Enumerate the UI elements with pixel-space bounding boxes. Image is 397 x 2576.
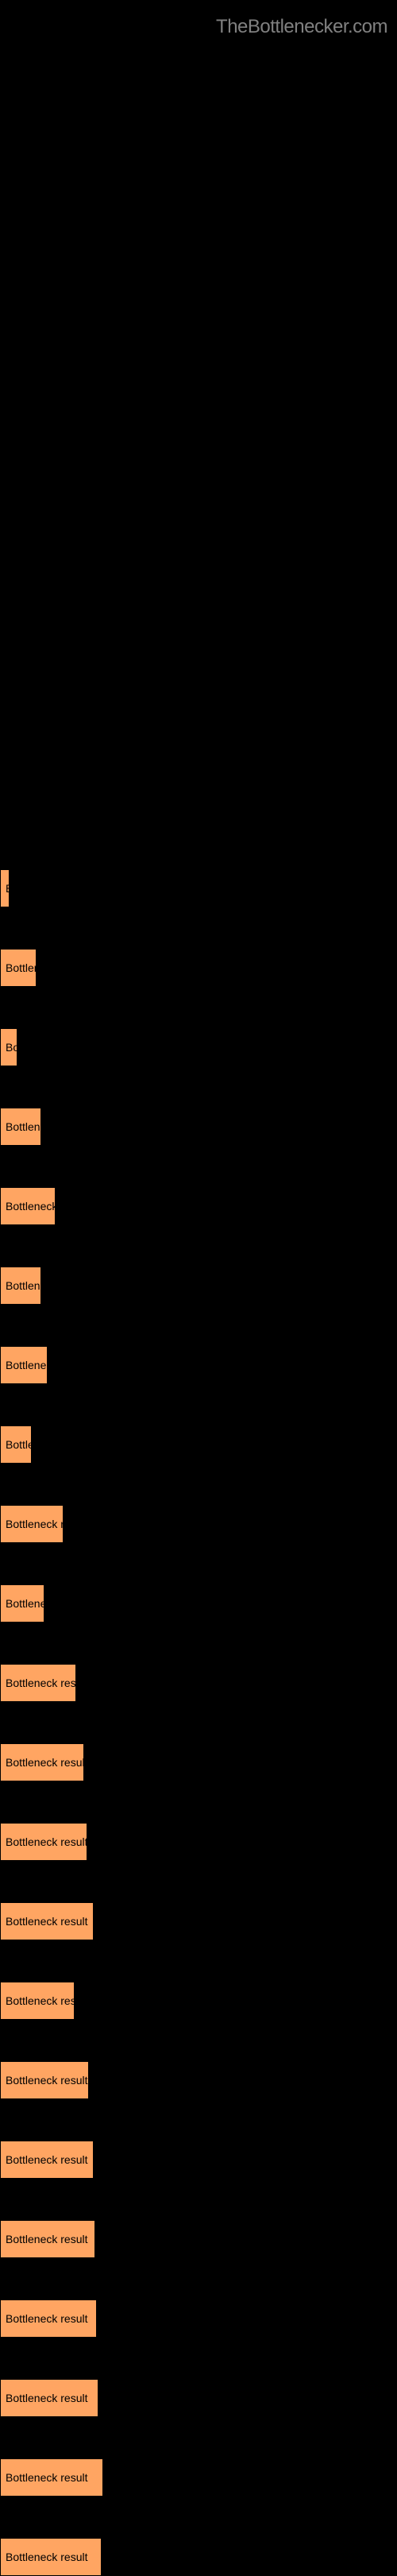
bar-label: Bottleneck result <box>6 1756 84 1769</box>
bar-row: Bottleneck result <box>0 2141 94 2179</box>
bottleneck-bar: Bottleneck result <box>0 1743 84 1781</box>
bar-label: B <box>6 882 10 895</box>
bar-label: Bottleneck result <box>6 2233 88 2245</box>
bottleneck-bar: Bottlenec <box>0 1346 48 1384</box>
bar-label: Bottleneck result <box>6 2074 88 2087</box>
bar-label: Bottleneck res <box>6 1994 75 2007</box>
bottleneck-bar: Bottleneck result <box>0 2061 89 2099</box>
bottleneck-bar: Bottleneck result <box>0 1902 94 1940</box>
bar-row: Bottleneck result <box>0 1902 94 1940</box>
bar-row: Bottlene <box>0 1267 41 1305</box>
bar-row: Bottleneck result <box>0 2458 103 2497</box>
bottleneck-bar: Bottleneck result <box>0 2141 94 2179</box>
bar-label: Bottlene <box>6 1120 41 1133</box>
bar-label: Bottleneck result <box>6 2471 88 2484</box>
bottleneck-bar: Bottleneck result <box>0 2379 98 2417</box>
bar-row: Bottleneck resu <box>0 1664 76 1702</box>
bottleneck-bar: Bottlene <box>0 1267 41 1305</box>
bottleneck-bar: Bottleneck r <box>0 1505 64 1543</box>
bar-row: Bottleneck res <box>0 1982 75 2020</box>
bottleneck-bar: Bottleneck resu <box>0 1664 76 1702</box>
bar-row: Bottleneck result <box>0 2538 102 2576</box>
watermark-text: TheBottlenecker.com <box>216 16 387 38</box>
bar-row: Bottlene <box>0 1584 44 1623</box>
bottleneck-bar: Bottlen <box>0 949 37 987</box>
bottleneck-bar: Bottleneck res <box>0 1982 75 2020</box>
bar-row: Bottleneck <box>0 1187 56 1225</box>
bar-label: Bottleneck result <box>6 2153 88 2166</box>
bottleneck-bar: Bottleneck result <box>0 2458 103 2497</box>
bar-label: Bottleneck result <box>6 1915 88 1928</box>
bar-label: Bo <box>6 1041 17 1054</box>
bar-row: Bottleneck result <box>0 2220 95 2258</box>
bar-row: Bottlene <box>0 1108 41 1146</box>
bottleneck-bar: Bo <box>0 1028 17 1066</box>
bottleneck-bar: Bottleneck <box>0 1187 56 1225</box>
bar-row: Bottlenec <box>0 1346 48 1384</box>
bottleneck-bar: Bottleneck result <box>0 2220 95 2258</box>
bottleneck-bar: B <box>0 869 10 907</box>
bar-row: Bottleneck result <box>0 2299 97 2338</box>
bottleneck-bar: Bottlene <box>0 1584 44 1623</box>
bar-label: Bottle <box>6 1438 32 1451</box>
bar-label: Bottleneck <box>6 1200 56 1213</box>
bar-label: Bottleneck result <box>6 1835 87 1848</box>
bottleneck-bar: Bottleneck result <box>0 1823 87 1861</box>
bar-label: Bottlene <box>6 1597 44 1610</box>
bar-row: Bottleneck r <box>0 1505 64 1543</box>
bar-row: Bottle <box>0 1425 32 1464</box>
bar-label: Bottleneck r <box>6 1518 64 1530</box>
bar-row: Bo <box>0 1028 17 1066</box>
bar-label: Bottlen <box>6 961 37 974</box>
bar-label: Bottlenec <box>6 1359 48 1371</box>
bar-row: B <box>0 869 10 907</box>
bottleneck-bar: Bottlene <box>0 1108 41 1146</box>
bottleneck-bar: Bottleneck result <box>0 2299 97 2338</box>
bar-row: Bottleneck result <box>0 2379 98 2417</box>
bar-label: Bottleneck result <box>6 2392 88 2404</box>
bar-row: Bottleneck result <box>0 1823 87 1861</box>
bottleneck-bar: Bottleneck result <box>0 2538 102 2576</box>
bar-row: Bottleneck result <box>0 1743 84 1781</box>
bottleneck-bar: Bottle <box>0 1425 32 1464</box>
bar-label: Bottlene <box>6 1279 41 1292</box>
bar-label: Bottleneck resu <box>6 1677 76 1689</box>
bar-row: Bottlen <box>0 949 37 987</box>
bar-label: Bottleneck result <box>6 2312 88 2325</box>
bar-label: Bottleneck result <box>6 2551 88 2563</box>
bar-row: Bottleneck result <box>0 2061 89 2099</box>
